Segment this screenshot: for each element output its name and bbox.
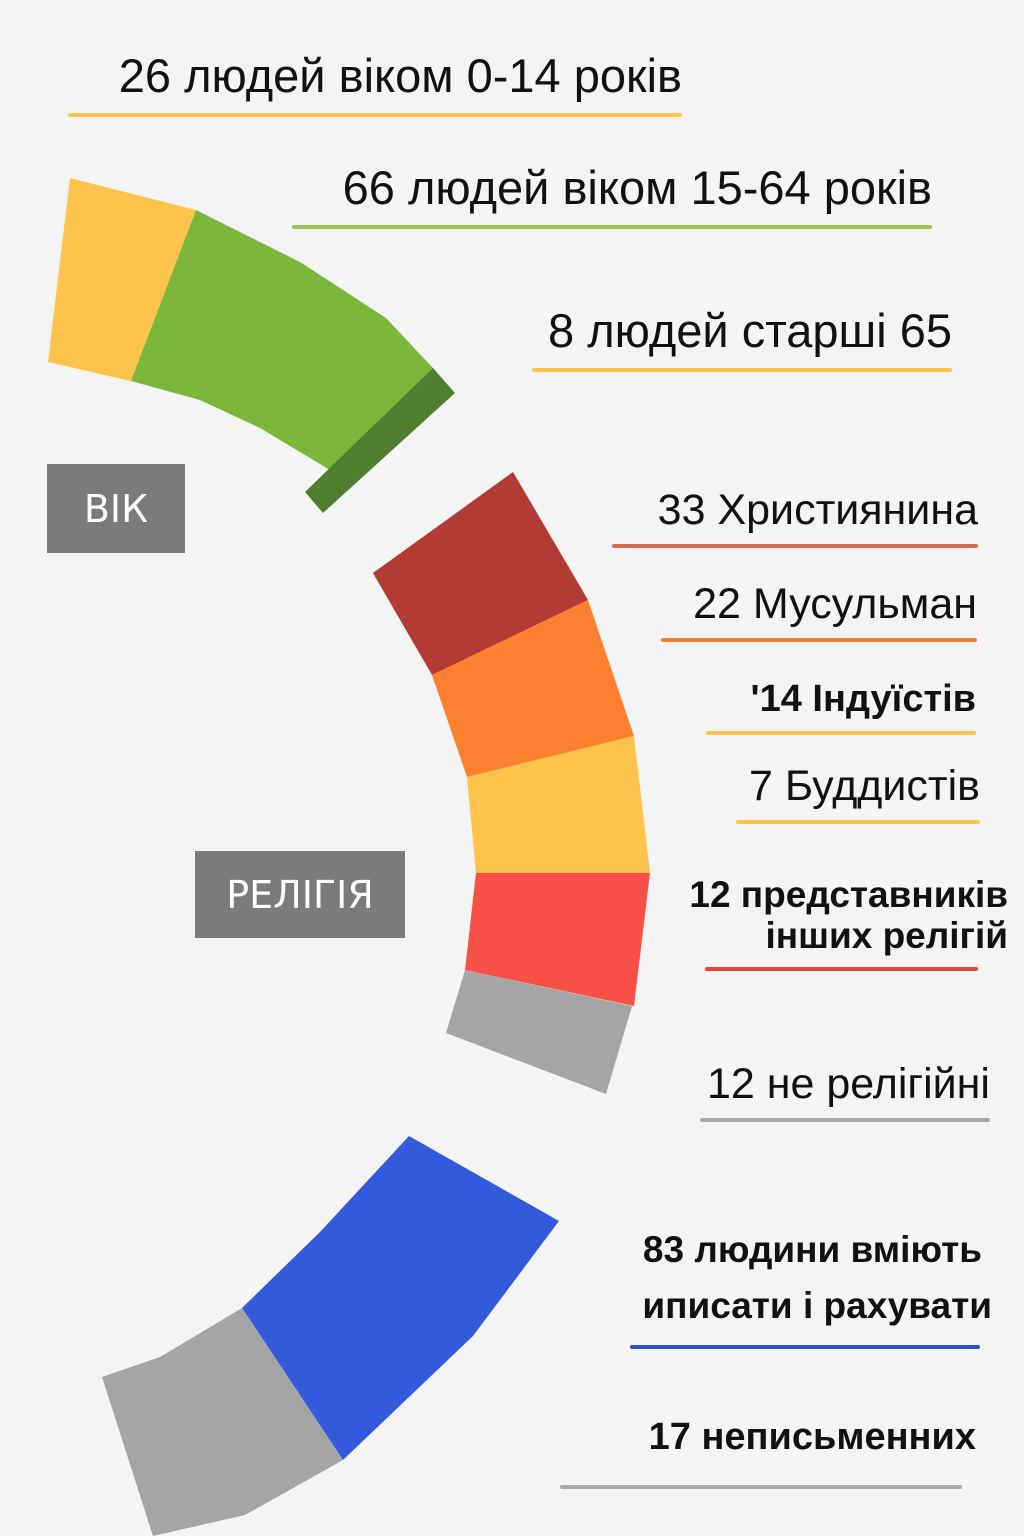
label-age-0-14-text: 26 людей віком 0-14 років [118, 49, 682, 102]
label-buddhist-text: 7 Буддистів [749, 762, 980, 810]
segment-age-65 [305, 368, 455, 513]
segment-age-15-64 [131, 210, 433, 470]
label-age-65-text: 8 людей старші 65 [548, 304, 952, 357]
label-age-15-64-text: 66 людей віком 15-64 років [342, 161, 932, 214]
label-other-religions-line1: 12 представників [689, 874, 1008, 915]
label-age-0-14: 26 людей віком 0-14 років [68, 49, 682, 117]
label-buddhist: 7 Буддистів [736, 762, 980, 825]
age-section-box: ВІК [47, 464, 185, 553]
segment-christian [373, 472, 588, 675]
label-literate-line2: иписати і рахувати [642, 1284, 992, 1326]
chart-segments [48, 178, 650, 1536]
label-literate: 83 людини вміють иписати і рахувати [600, 1222, 992, 1349]
religion-section-label: РЕЛІГІЯ [226, 872, 374, 917]
underline-christian [612, 544, 978, 549]
label-other-religions-line2: інших релігій [765, 915, 1008, 957]
segment-age-0-14 [48, 178, 196, 381]
underline-buddhist [736, 820, 980, 825]
underline-illiterate [560, 1484, 962, 1489]
label-hindu-text: '14 Індуїстів [750, 678, 976, 720]
underline-age-65 [532, 367, 952, 372]
underline-hindu [706, 730, 976, 735]
segment-non-religious [446, 970, 632, 1094]
label-age-65: 8 людей старші 65 [532, 304, 952, 372]
underline-age-15-64 [292, 224, 932, 229]
label-christian: 33 Християнина [612, 486, 978, 549]
label-illiterate: 17 неписьменних [560, 1416, 976, 1489]
religion-section-box: РЕЛІГІЯ [195, 851, 405, 938]
label-christian-text: 33 Християнина [657, 486, 978, 534]
label-literate-line1: 83 людини вміють [642, 1229, 982, 1270]
label-muslim-text: 22 Мусульман [693, 580, 977, 628]
age-section-label: ВІК [83, 486, 149, 531]
label-non-religious-text: 12 не релігійні [707, 1060, 990, 1108]
label-age-15-64: 66 людей віком 15-64 років [292, 161, 932, 229]
label-hindu: '14 Індуїстів [706, 678, 976, 735]
segment-illiterate [102, 1308, 343, 1536]
segment-muslim [432, 600, 634, 777]
label-non-religious: 12 не релігійні [700, 1060, 990, 1123]
underline-literate [630, 1345, 980, 1349]
segment-literate [242, 1136, 559, 1460]
underline-age-0-14 [68, 112, 682, 117]
underline-other-religions [705, 966, 978, 971]
label-muslim: 22 Мусульман [661, 580, 977, 643]
label-other-religions: 12 представників інших релігій [640, 874, 1008, 971]
underline-non-religious [700, 1118, 990, 1123]
underline-muslim [661, 638, 977, 643]
segment-hindu-buddhist [467, 736, 650, 873]
label-illiterate-text: 17 неписьменних [648, 1416, 976, 1458]
segment-other-religions [465, 873, 650, 1006]
